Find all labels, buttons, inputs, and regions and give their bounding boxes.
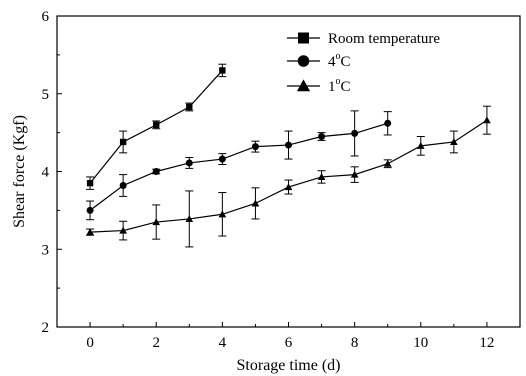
x-tick-label: 12	[479, 335, 494, 351]
data-point	[318, 133, 326, 141]
data-point	[450, 138, 458, 146]
legend-label-superscript: o	[336, 51, 341, 62]
data-point	[218, 155, 226, 163]
legend-label-unit: C	[341, 79, 351, 95]
y-tick-label: 2	[42, 320, 50, 336]
legend-label-text: 4	[328, 54, 336, 70]
data-point	[483, 116, 491, 124]
data-point	[351, 129, 359, 137]
y-tick-label: 4	[42, 165, 50, 181]
legend-label-superscript: o	[336, 76, 341, 87]
data-point	[384, 119, 392, 127]
data-point	[317, 173, 326, 181]
legend-label: Room temperature	[328, 31, 440, 47]
data-point	[153, 121, 160, 129]
legend-marker	[296, 79, 311, 92]
x-tick-label: 0	[86, 335, 94, 351]
data-point	[219, 67, 226, 74]
data-point	[186, 103, 193, 111]
data-point	[86, 179, 94, 187]
data-point	[251, 143, 259, 151]
data-point	[152, 218, 161, 226]
data-point	[152, 168, 160, 175]
data-point	[185, 159, 193, 167]
data-point	[416, 142, 425, 149]
legend-marker	[298, 32, 309, 44]
series-square	[86, 63, 227, 190]
series-layer	[86, 63, 491, 248]
plot-frame	[56, 15, 521, 328]
x-tick-label: 6	[285, 335, 293, 351]
data-point	[185, 215, 194, 222]
y-axis-label: Shear force (Kgf)	[11, 115, 28, 228]
x-tick-label: 4	[219, 335, 227, 351]
data-point	[383, 159, 392, 167]
x-tick-label: 2	[152, 335, 160, 351]
data-point	[119, 226, 127, 234]
legend-label: 1oC	[328, 76, 351, 95]
data-point	[86, 206, 94, 214]
series-circle	[86, 110, 392, 221]
data-point	[119, 181, 127, 189]
series-line	[89, 122, 388, 211]
data-point	[119, 138, 127, 146]
y-tick-label: 5	[42, 87, 50, 103]
data-point	[251, 199, 260, 207]
x-tick-label: 8	[351, 335, 359, 351]
data-point	[285, 141, 292, 149]
legend-item: 1oC	[287, 76, 351, 95]
data-point	[350, 170, 359, 178]
series-triangle	[86, 105, 491, 248]
legend-label-unit: C	[341, 54, 351, 70]
x-tick-label: 10	[413, 335, 428, 351]
data-point	[86, 228, 94, 236]
data-point	[218, 210, 227, 218]
data-point	[284, 183, 293, 191]
axes-layer: 0 2 4 6 8 10 12 2 3 4 5 6	[42, 9, 521, 351]
legend-label-text: 1	[328, 79, 336, 95]
legend-item: 4oC	[287, 51, 351, 70]
y-tick-label: 3	[42, 242, 50, 258]
legend-label: 4oC	[328, 51, 351, 70]
legend-marker	[297, 55, 310, 67]
legend-item: Room temperature	[287, 31, 440, 47]
x-axis-label: Storage time (d)	[237, 357, 341, 374]
y-tick-label: 6	[42, 9, 50, 25]
legend-label-text: Room temperature	[328, 31, 440, 47]
